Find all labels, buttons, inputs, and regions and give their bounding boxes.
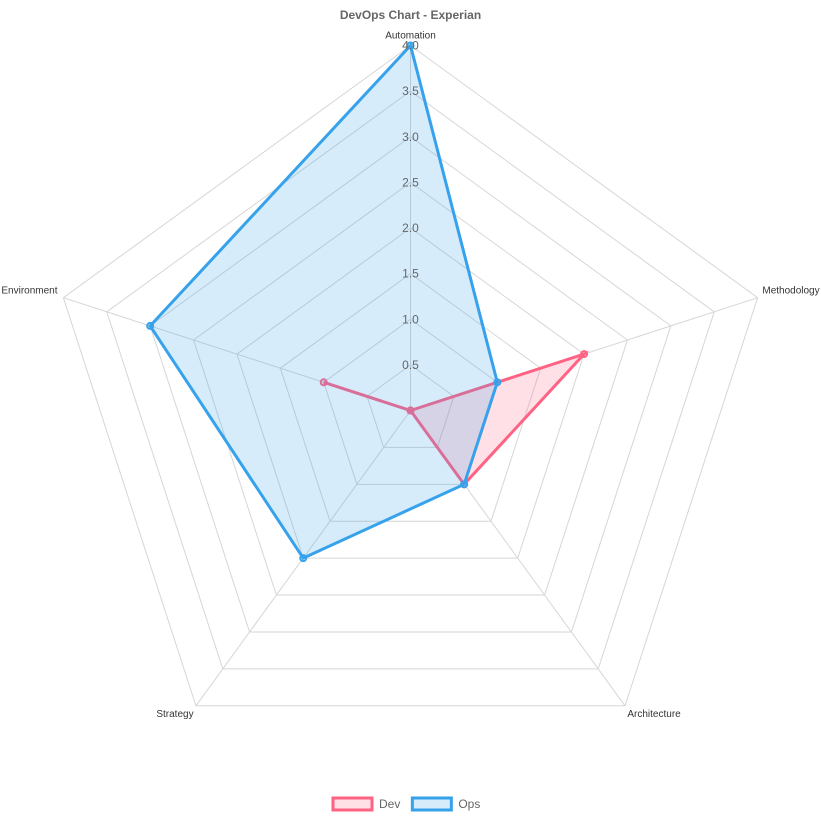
grid-ring xyxy=(236,227,585,559)
chart-title: DevOps Chart - Experian xyxy=(340,8,481,22)
grid-ring xyxy=(279,273,542,522)
tick-label: 2.0 xyxy=(402,221,419,235)
axis-label-environment: Environment xyxy=(1,286,57,297)
legend-swatch xyxy=(410,796,453,812)
tick-label: 2.5 xyxy=(402,175,419,189)
tick-label: 3.0 xyxy=(402,130,419,144)
series-ops-point[interactable] xyxy=(460,480,469,489)
legend-label: Dev xyxy=(379,797,400,811)
legend-item-dev[interactable]: Dev xyxy=(331,796,400,812)
axis-label-methodology: Methodology xyxy=(762,286,819,297)
series-ops-area xyxy=(148,42,499,561)
legend-item-ops[interactable]: Ops xyxy=(410,796,480,812)
legend-swatch xyxy=(331,796,374,812)
series-ops-point[interactable] xyxy=(146,321,155,330)
axis-label-strategy: Strategy xyxy=(156,709,193,720)
tick-label: 3.5 xyxy=(402,84,419,98)
series-dev-point[interactable] xyxy=(406,406,415,415)
series-ops-point[interactable] xyxy=(493,378,502,387)
series-ops-point[interactable] xyxy=(299,554,308,563)
grid-ring xyxy=(149,136,672,633)
grid-ring xyxy=(323,318,498,485)
tick-label: 1.0 xyxy=(402,312,419,326)
tick-label: 0.5 xyxy=(402,358,419,372)
tick-label: 4.0 xyxy=(402,39,419,53)
axis-labels: Automation Methodology Architecture Strateg… xyxy=(1,31,819,720)
grid-ring xyxy=(62,44,759,707)
tick-labels: 0.5 1.0 1.5 2.0 2.5 3.0 3.5 4.0 xyxy=(402,39,419,372)
series xyxy=(146,41,590,563)
series-ops-point[interactable] xyxy=(406,41,415,50)
tick-label: 1.5 xyxy=(402,267,419,281)
series-dev-point[interactable] xyxy=(319,378,328,387)
legend-label: Ops xyxy=(458,797,480,811)
grid-ring xyxy=(192,181,629,596)
axis-label-architecture: Architecture xyxy=(627,709,681,720)
grid-ring xyxy=(366,364,455,448)
series-dev-area xyxy=(323,350,590,487)
legend: Dev Ops xyxy=(331,796,480,812)
series-dev-point[interactable] xyxy=(580,350,589,359)
grid-ring xyxy=(106,90,715,670)
axis-label-automation: Automation xyxy=(385,31,436,42)
